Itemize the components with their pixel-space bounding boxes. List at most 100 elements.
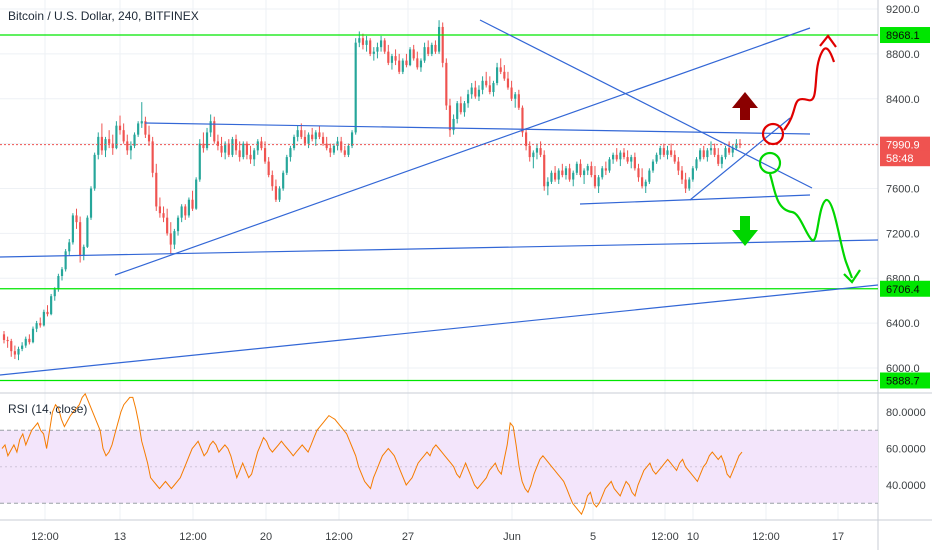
candle-body: [535, 148, 539, 153]
candle: [662, 143, 665, 158]
candle-body: [369, 40, 372, 54]
candle: [303, 130, 307, 146]
candle: [354, 38, 357, 135]
candle-body: [702, 150, 705, 158]
candle-body: [474, 87, 477, 97]
candle-body: [28, 338, 31, 343]
candle-body: [321, 136, 325, 144]
candle-body: [662, 148, 665, 155]
candle-body: [684, 179, 687, 189]
candle-body: [300, 130, 303, 137]
candle: [202, 132, 205, 153]
candle-body: [630, 157, 633, 162]
candle: [108, 130, 111, 149]
forecast-path-down: [768, 173, 854, 279]
candle: [383, 38, 386, 54]
candle: [318, 125, 321, 140]
time-tick-label: 20: [260, 531, 272, 543]
candle: [285, 154, 288, 176]
price-label-text: 5888.7: [886, 375, 920, 387]
candle-body: [583, 170, 586, 176]
candle: [673, 150, 676, 164]
candle-body: [303, 136, 307, 144]
price-tick-label: 8800.0: [886, 49, 920, 61]
candle: [93, 152, 96, 191]
candle: [684, 172, 687, 193]
candle-body: [162, 213, 165, 218]
time-tick-label: 12:00: [651, 531, 679, 543]
candle-body: [173, 231, 176, 245]
candle: [278, 186, 281, 202]
candle: [517, 89, 520, 110]
candle-body: [666, 150, 669, 155]
candle-body: [503, 71, 506, 79]
candle: [10, 338, 13, 357]
trend-line: [479, 19, 813, 189]
candle: [242, 141, 245, 160]
candle-body: [68, 242, 71, 252]
candle: [557, 168, 560, 185]
candle: [249, 145, 252, 164]
candle: [709, 141, 713, 155]
candle: [173, 228, 176, 250]
trend-line: [144, 122, 811, 135]
candle: [546, 177, 549, 196]
candle-body: [311, 134, 314, 140]
candle-body: [245, 143, 249, 155]
candle: [158, 197, 161, 218]
price-tick-label: 8400.0: [886, 94, 920, 106]
candle-body: [231, 139, 234, 155]
candle: [579, 159, 582, 178]
candle-body: [118, 125, 122, 131]
candle-body: [456, 103, 459, 119]
time-axis: 12:00 13 12:00 20 12:00 27 Jun 5 12:00 10 12:00 17: [31, 531, 844, 543]
candle: [437, 20, 441, 54]
candle: [622, 148, 626, 160]
candle-body: [271, 175, 274, 187]
candle: [267, 157, 270, 178]
candle-body: [383, 40, 386, 52]
candle-body: [728, 148, 731, 153]
candle-body: [506, 78, 510, 88]
candle: [379, 35, 383, 52]
candle: [539, 141, 542, 158]
candle-body: [347, 145, 350, 155]
forecast-path-up: [783, 47, 836, 131]
candle: [220, 136, 223, 158]
candle: [184, 204, 187, 220]
candle-body: [93, 154, 96, 189]
candle: [561, 163, 564, 178]
candle: [60, 267, 64, 281]
candle: [100, 123, 103, 155]
candle: [441, 22, 444, 68]
candle: [434, 40, 437, 54]
candle: [514, 92, 517, 108]
candle: [543, 150, 546, 191]
candle: [691, 166, 694, 182]
candle: [670, 143, 673, 158]
trend-line: [579, 194, 811, 205]
candle: [564, 166, 568, 180]
candle-body: [126, 141, 129, 151]
arrowhead: [819, 34, 837, 48]
candle: [329, 143, 332, 158]
candle: [155, 163, 158, 211]
candle-body: [695, 159, 698, 169]
candle: [369, 38, 372, 57]
candle: [677, 157, 680, 176]
candle-body: [430, 44, 433, 54]
candle: [361, 33, 365, 50]
candle: [612, 152, 615, 164]
candle: [641, 168, 644, 189]
candle-body: [256, 141, 259, 151]
candle: [129, 141, 132, 160]
candle-body: [253, 150, 256, 160]
candle-body: [459, 103, 462, 113]
candle-body: [180, 206, 183, 218]
candle: [408, 47, 412, 67]
rsi-panel: [0, 392, 878, 516]
rsi-tick-label: 80.0000: [886, 407, 926, 419]
candle: [191, 190, 194, 211]
candle-body: [466, 94, 470, 104]
candle: [401, 58, 404, 75]
